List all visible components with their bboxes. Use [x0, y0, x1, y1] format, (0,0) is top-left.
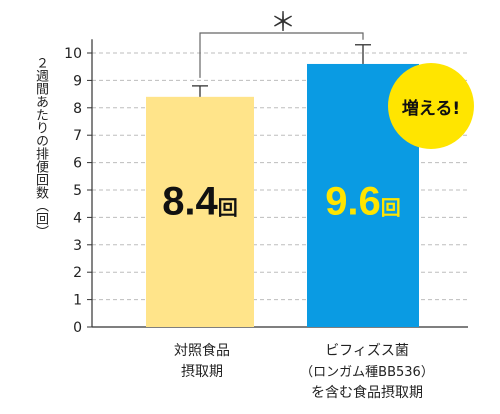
y-tick-label: 4 — [73, 210, 82, 226]
y-axis-label: ２週間あたりの排便回数（回） — [33, 56, 48, 238]
y-tick-label: 6 — [73, 156, 82, 172]
y-tick-label: 7 — [73, 128, 82, 144]
y-tick-label: 1 — [73, 293, 82, 309]
category-label-line: 対照食品 — [174, 343, 230, 359]
category-label-line: を含む食品摂取期 — [311, 385, 423, 401]
bar — [146, 96, 254, 327]
y-tick-label: 10 — [64, 46, 82, 62]
category-label-line: ビフィズス菌 — [325, 343, 409, 359]
significance-bracket — [199, 32, 364, 78]
value-label: 8.4回 — [162, 180, 238, 224]
y-tick-label: 0 — [73, 320, 82, 336]
y-tick-label: 9 — [73, 73, 82, 89]
y-tick-label: 5 — [73, 183, 82, 199]
y-tick-label: 3 — [73, 238, 82, 254]
y-tick-label: 2 — [73, 265, 82, 281]
category-label-bifidus: ビフィズス菌 （ロンガム種BB536） を含む食品摂取期 — [282, 341, 452, 404]
y-tick-label: 8 — [73, 101, 82, 117]
category-label-line: （ロンガム種BB536） — [300, 365, 434, 380]
category-label-line: 摂取期 — [181, 364, 223, 380]
significance-marker: ＊ — [270, 8, 297, 38]
increase-badge: 増える! — [388, 63, 474, 149]
value-label: 9.6回 — [325, 180, 401, 224]
category-label-control: 対照食品 摂取期 — [147, 341, 257, 383]
